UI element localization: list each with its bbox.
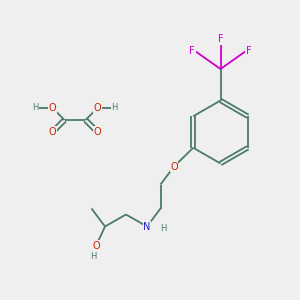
Text: H: H xyxy=(90,252,96,261)
Text: O: O xyxy=(170,161,178,172)
Text: H: H xyxy=(160,224,167,233)
Text: F: F xyxy=(218,34,223,44)
Text: H: H xyxy=(112,103,118,112)
Text: O: O xyxy=(92,241,100,251)
Text: O: O xyxy=(49,103,56,113)
Text: O: O xyxy=(94,127,101,137)
Text: F: F xyxy=(246,46,252,56)
Text: H: H xyxy=(32,103,38,112)
Text: O: O xyxy=(94,103,101,113)
Text: F: F xyxy=(189,46,195,56)
Text: N: N xyxy=(143,221,151,232)
Text: O: O xyxy=(49,127,56,137)
